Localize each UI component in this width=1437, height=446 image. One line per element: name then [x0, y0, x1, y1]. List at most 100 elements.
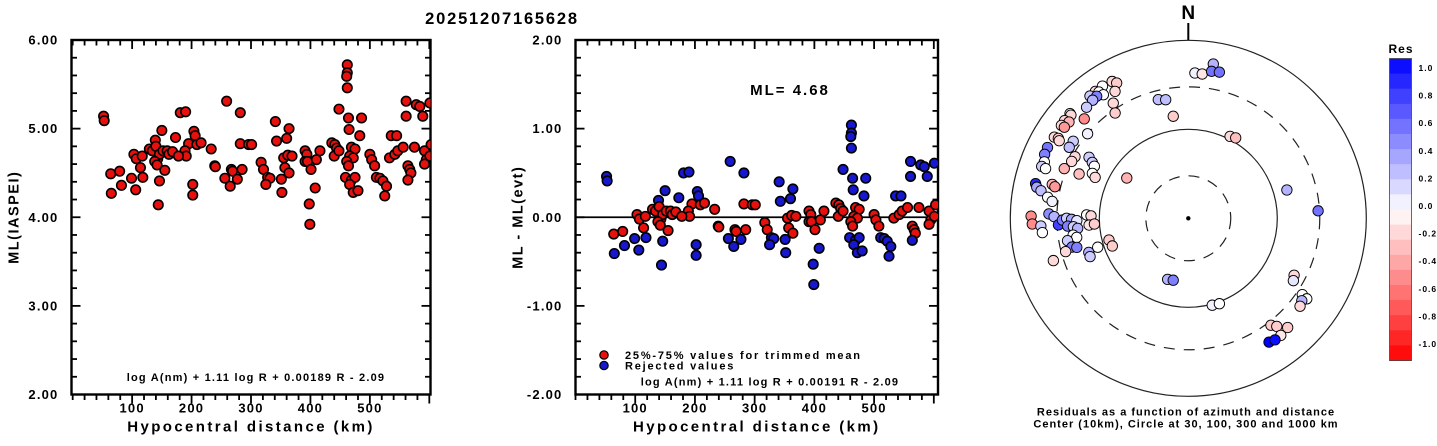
- data-point: [1168, 111, 1178, 121]
- colorbar-tick-label: 0.8: [1419, 91, 1434, 101]
- data-point: [838, 165, 848, 175]
- data-point: [1089, 219, 1099, 229]
- data-point: [1085, 251, 1095, 261]
- data-point: [222, 96, 232, 106]
- center-dot: [1186, 216, 1190, 220]
- data-point: [138, 173, 148, 183]
- data-point: [1082, 129, 1092, 139]
- data-point: [859, 191, 869, 201]
- colorbar-tick-label: -0.4: [1419, 256, 1437, 266]
- data-point: [1040, 163, 1050, 173]
- data-point: [106, 169, 116, 179]
- data-point: [315, 146, 325, 156]
- data-point: [765, 240, 775, 250]
- data-point: [634, 245, 644, 255]
- data-point: [920, 162, 930, 172]
- data-point: [1110, 108, 1120, 118]
- data-point: [287, 151, 297, 161]
- data-point: [1064, 142, 1074, 152]
- x-tick-label: 500: [861, 401, 886, 416]
- colorbar-segment: [1390, 285, 1412, 301]
- colorbar-segment: [1390, 330, 1412, 346]
- data-point: [380, 191, 390, 201]
- data-point: [630, 234, 640, 244]
- data-point: [1282, 185, 1292, 195]
- data-point: [861, 174, 871, 184]
- data-point: [741, 225, 751, 235]
- data-point: [353, 186, 363, 196]
- data-point: [1160, 95, 1170, 105]
- data-point: [923, 172, 933, 182]
- data-point: [107, 189, 117, 199]
- y-tick-label: 1.00: [532, 121, 562, 136]
- data-point: [1313, 206, 1323, 216]
- data-point: [677, 212, 687, 222]
- y-axis-title: ML(IASPEI): [7, 171, 23, 264]
- data-point: [691, 240, 701, 250]
- data-point: [425, 151, 435, 161]
- data-point: [236, 108, 246, 118]
- x-tick-label: 100: [119, 401, 144, 416]
- residual-points: [602, 120, 941, 289]
- data-point: [1230, 133, 1240, 143]
- colorbar: Res1.00.80.60.40.20.0-0.2-0.4-0.6-0.8-1.…: [1389, 42, 1437, 361]
- data-point: [1066, 156, 1076, 166]
- y-tick-label: -1.00: [527, 298, 563, 313]
- data-point: [838, 206, 848, 216]
- colorbar-segment: [1390, 315, 1412, 331]
- data-point: [310, 183, 320, 193]
- colorbar-segment: [1390, 134, 1412, 150]
- data-point: [155, 176, 165, 186]
- colorbar-segment: [1390, 119, 1412, 135]
- data-point: [847, 143, 857, 153]
- data-point: [282, 134, 292, 144]
- data-point: [344, 113, 354, 123]
- x-tick-label: 300: [238, 401, 263, 416]
- plot-frame: [72, 40, 431, 395]
- data-point: [1048, 255, 1058, 265]
- polar-points: [1026, 59, 1323, 348]
- y-tick-label: 5.00: [28, 121, 58, 136]
- data-point: [1050, 182, 1060, 192]
- data-point: [1090, 172, 1100, 182]
- colorbar-segment: [1390, 300, 1412, 316]
- colorbar-segment: [1390, 210, 1412, 226]
- data-point: [344, 161, 354, 171]
- y-tick-label: 3.00: [28, 298, 58, 313]
- data-point: [206, 144, 216, 154]
- data-point: [1108, 98, 1118, 108]
- data-point: [886, 242, 896, 252]
- data-point: [609, 229, 619, 239]
- data-point: [930, 158, 940, 168]
- data-point: [610, 249, 620, 259]
- data-point: [188, 180, 198, 190]
- data-point: [906, 157, 916, 167]
- data-point: [906, 172, 916, 182]
- colorbar-segment: [1390, 240, 1412, 256]
- data-point: [1072, 242, 1082, 252]
- data-point: [196, 138, 206, 148]
- data-point: [658, 236, 668, 246]
- data-point: [714, 222, 724, 232]
- data-point: [618, 227, 628, 237]
- colorbar-tick-label: 1.0: [1419, 63, 1434, 73]
- scale-formula: log A(nm) + 1.11 log R + 0.00191 R - 2.0…: [641, 377, 900, 389]
- data-point: [602, 176, 612, 186]
- data-point: [1110, 86, 1120, 96]
- colorbar-segment: [1390, 225, 1412, 241]
- data-point: [1047, 196, 1057, 206]
- data-point: [392, 131, 402, 141]
- data-point: [1122, 173, 1132, 183]
- data-point: [334, 146, 344, 156]
- data-point: [284, 124, 294, 134]
- colorbar-tick-label: -0.8: [1419, 311, 1437, 321]
- data-point: [398, 142, 408, 152]
- x-tick-label: 400: [298, 401, 323, 416]
- legend-label: Rejected values: [625, 361, 735, 373]
- data-point: [751, 200, 761, 210]
- data-point: [418, 111, 428, 121]
- colorbar-tick-label: -0.2: [1419, 229, 1437, 239]
- data-point: [277, 188, 287, 198]
